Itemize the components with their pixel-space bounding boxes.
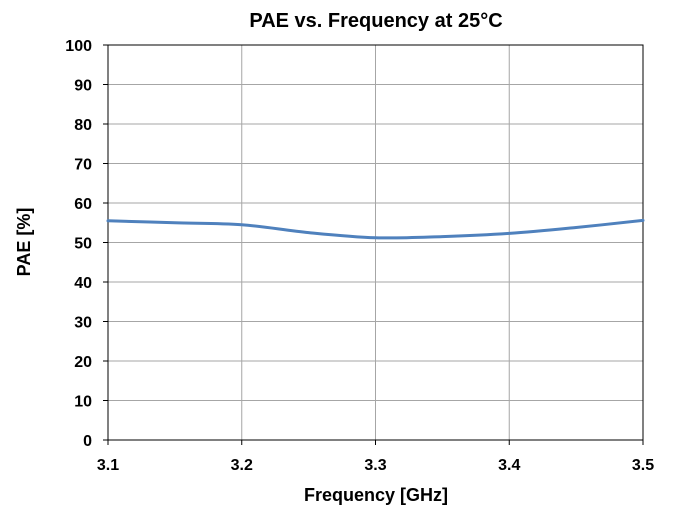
y-axis-title: PAE [%] [14, 208, 34, 277]
y-tick-label: 30 [74, 315, 92, 332]
y-tick-label: 70 [74, 157, 92, 174]
x-axis-title: Frequency [GHz] [304, 485, 448, 505]
x-tick-label: 3.3 [364, 457, 386, 474]
series-line-0 [106, 218, 645, 240]
grid [108, 45, 643, 440]
tick-labels: 0 10 20 30 40 50 60 70 80 90 100 3.1 3.2 3.3 3.4 3.5 [65, 38, 654, 474]
y-tick-label: 60 [74, 196, 92, 213]
y-tick-label: 10 [74, 394, 92, 411]
y-tick-label: 80 [74, 117, 92, 134]
y-tick-label: 50 [74, 236, 92, 253]
y-tick-label: 90 [74, 78, 92, 95]
x-tick-label: 3.2 [231, 457, 253, 474]
y-tick-label: 100 [65, 38, 92, 55]
x-tick-label: 3.5 [632, 457, 654, 474]
x-tick-label: 3.1 [97, 457, 119, 474]
y-tick-label: 40 [74, 275, 92, 292]
y-tick-label: 0 [83, 433, 92, 450]
chart-title: PAE vs. Frequency at 25°C [249, 10, 502, 32]
series [106, 218, 645, 240]
y-tick-label: 20 [74, 354, 92, 371]
x-tick-label: 3.4 [498, 457, 520, 474]
